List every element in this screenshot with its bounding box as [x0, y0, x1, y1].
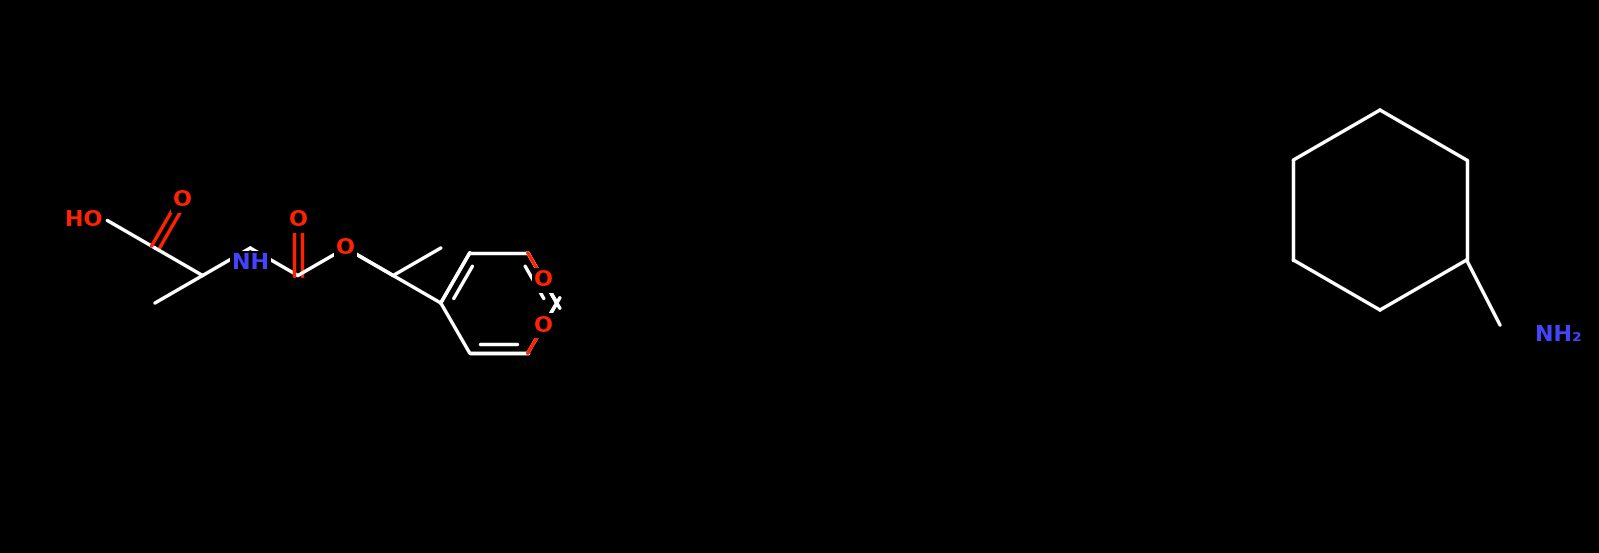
Text: HO: HO — [66, 211, 102, 231]
Text: O: O — [288, 211, 307, 231]
Text: O: O — [534, 270, 553, 290]
Text: O: O — [534, 316, 553, 336]
Text: O: O — [336, 238, 355, 258]
Text: O: O — [173, 190, 192, 210]
Text: NH: NH — [232, 253, 269, 273]
Text: NH₂: NH₂ — [1535, 325, 1581, 345]
